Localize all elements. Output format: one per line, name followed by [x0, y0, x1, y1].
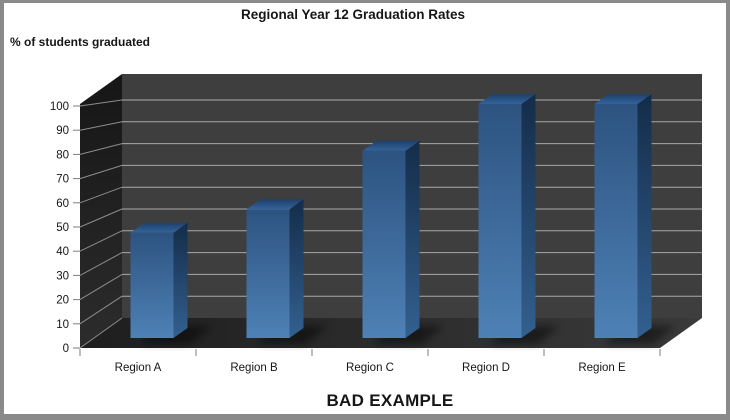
- x-category-label: Region C: [346, 362, 394, 374]
- bar-top-face: [130, 222, 188, 233]
- y-tick-label: 60: [56, 198, 69, 210]
- bar-side-face: [173, 222, 188, 338]
- bars: [130, 94, 676, 344]
- bar-front-face: [130, 232, 174, 338]
- y-tick-label: 50: [56, 222, 69, 234]
- bar-region-d: [478, 94, 560, 344]
- bar-front-face: [478, 104, 522, 338]
- y-axis-title: % of students graduated: [10, 35, 151, 49]
- bar-region-e: [594, 94, 676, 344]
- bar-region-a: [130, 222, 212, 344]
- x-category-label: Region E: [578, 362, 626, 374]
- bar-side-face: [521, 94, 536, 338]
- y-tick-label: 10: [56, 319, 69, 331]
- bar-side-face: [637, 94, 652, 338]
- bar-region-c: [362, 140, 444, 344]
- bar-top-face: [594, 94, 652, 104]
- y-tick-label: 30: [56, 270, 69, 282]
- bar-side-face: [405, 140, 420, 338]
- y-tick-label: 80: [56, 149, 69, 161]
- bar-region-b: [246, 199, 328, 344]
- caption-bad-example: BAD EXAMPLE: [326, 391, 454, 410]
- axis-ticks: [73, 105, 661, 356]
- y-tick-label: 90: [56, 125, 69, 137]
- y-tick-label: 20: [56, 295, 69, 307]
- chart-title: Regional Year 12 Graduation Rates: [240, 7, 466, 22]
- y-axis-labels: 0 10 20 30 40 50 60 70 80 90 100: [50, 101, 69, 355]
- x-category-label: Region B: [230, 362, 278, 374]
- x-category-label: Region A: [115, 362, 162, 374]
- bar-front-face: [594, 104, 638, 338]
- bar-top-face: [246, 199, 304, 210]
- bar-front-face: [246, 209, 290, 338]
- bar-top-face: [478, 94, 536, 104]
- x-axis-labels: Region A Region B Region C Region D Region E: [115, 362, 626, 374]
- y-tick-label: 100: [50, 101, 69, 113]
- y-tick-label: 0: [63, 343, 69, 355]
- y-tick-label: 70: [56, 174, 69, 186]
- x-category-label: Region D: [462, 362, 510, 374]
- bar-side-face: [289, 199, 304, 338]
- left-wall: [80, 74, 122, 348]
- bar-top-face: [362, 140, 420, 151]
- y-tick-label: 40: [56, 246, 69, 258]
- bar-front-face: [362, 150, 406, 338]
